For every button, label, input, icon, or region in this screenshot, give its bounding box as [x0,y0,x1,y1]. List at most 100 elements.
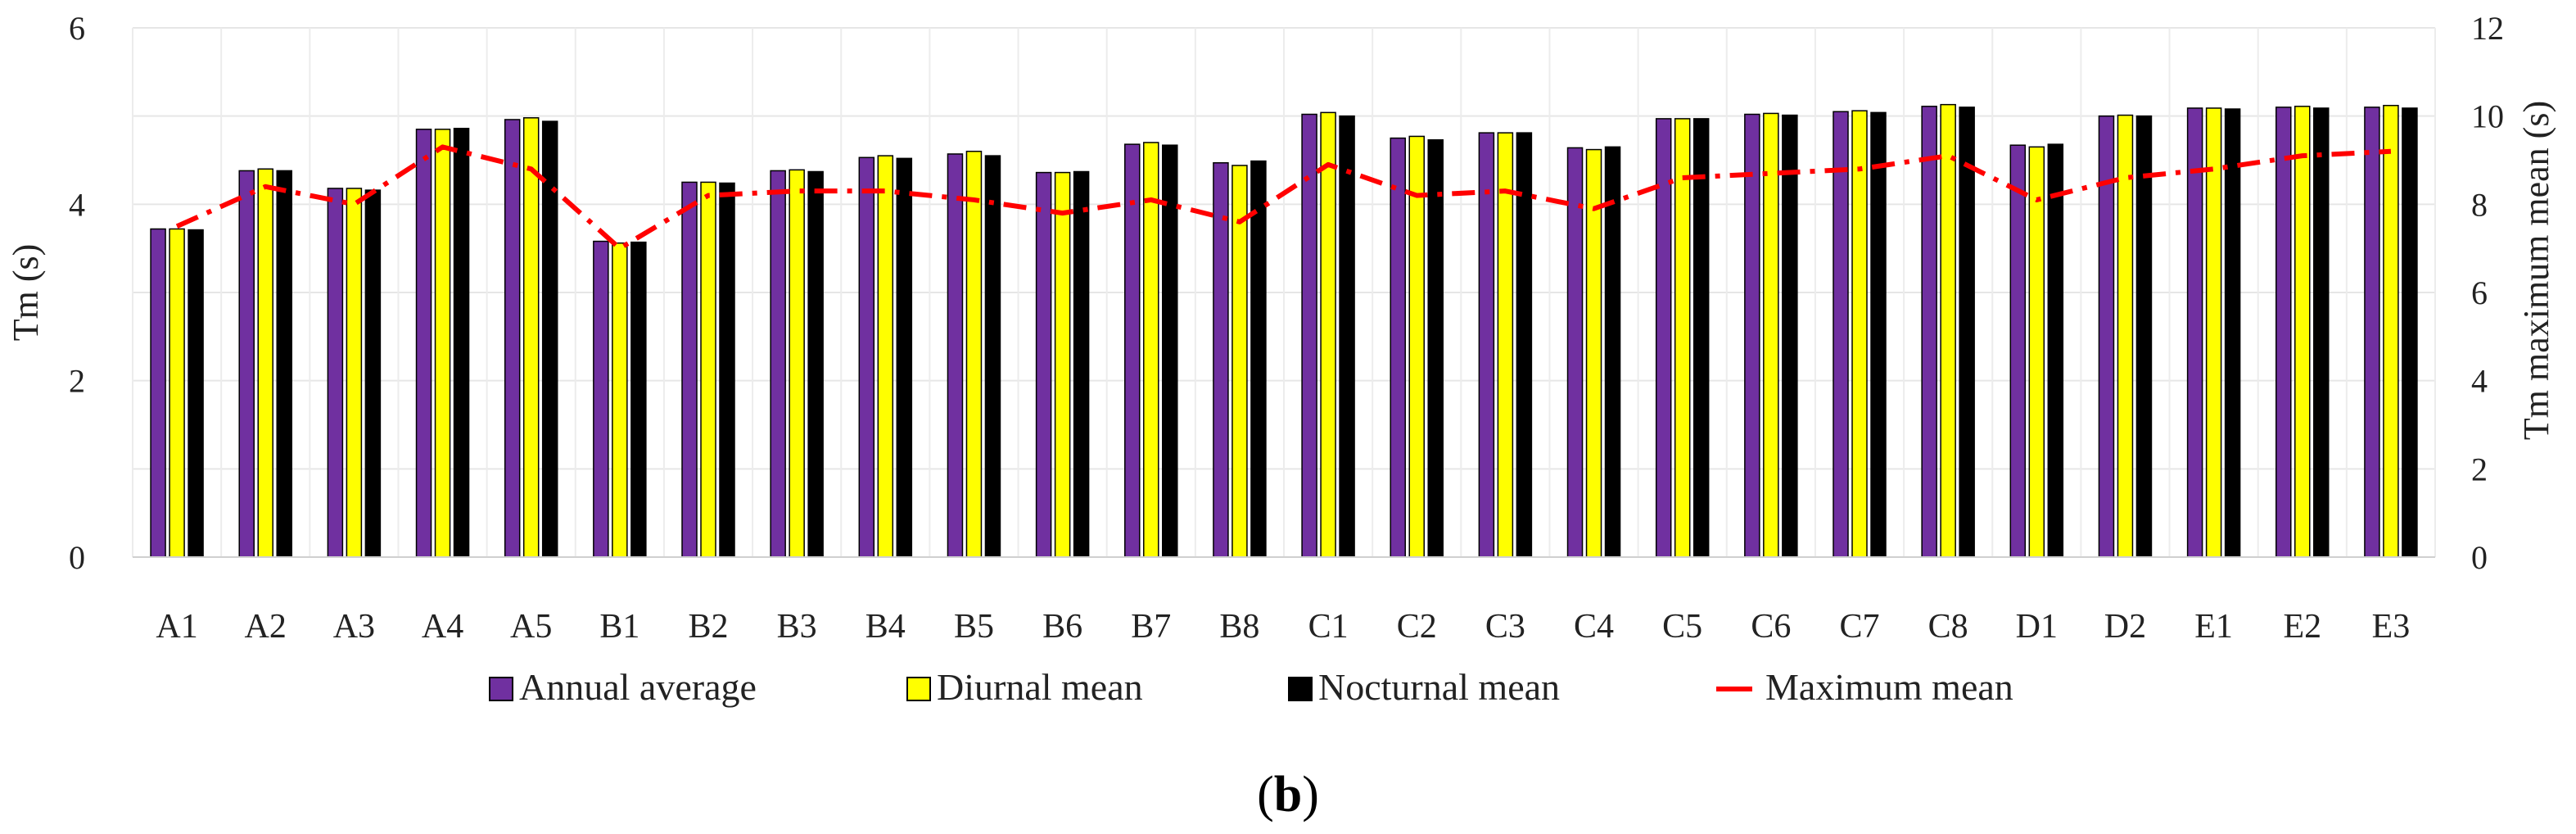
bar-diurnal-mean-C7 [1851,110,1868,558]
bar-diurnal-mean-A3 [346,188,363,558]
y-tick-label: 2 [69,363,85,400]
bar-annual-average-C3 [1478,132,1495,558]
x-tick-label-B4: B4 [865,608,906,646]
bar-diurnal-mean-B6 [1054,171,1071,558]
bar-annual-average-A2 [238,170,255,558]
bar-diurnal-mean-A4 [434,129,451,558]
bar-nocturnal-mean-C5 [1692,118,1710,558]
x-tick-label-E2: E2 [2283,608,2321,646]
bar-annual-average-A3 [327,188,344,558]
bar-annual-average-B7 [1124,143,1141,558]
bar-annual-average-B8 [1213,161,1229,558]
x-tick-label-B5: B5 [954,608,994,646]
gridlines [132,27,2436,558]
bar-nocturnal-mean-A5 [541,120,558,558]
x-tick-label-B7: B7 [1131,608,1171,646]
bar-diurnal-mean-D1 [2028,146,2045,558]
bar-diurnal-mean-C5 [1674,118,1691,558]
legend-label-nocturnal: Nocturnal mean [1318,666,1560,708]
x-tick-label-E1: E1 [2194,608,2233,646]
legend-label-annual: Annual average [519,666,757,708]
bar-annual-average-B3 [770,170,786,558]
bar-nocturnal-mean-A3 [364,189,382,558]
y2-tick-label: 8 [2471,186,2488,223]
bar-nocturnal-mean-D2 [2135,115,2153,558]
x-tick-label-C2: C2 [1397,608,1437,646]
bar-annual-average-B4 [858,156,875,558]
bar-nocturnal-mean-B2 [719,182,735,558]
bar-annual-average-E2 [2275,107,2292,558]
bar-diurnal-mean-A5 [522,117,540,558]
bar-nocturnal-mean-B1 [630,241,647,558]
y-axis-title: Tm (s) [6,244,46,342]
y2-tick-label: 6 [2471,274,2488,311]
bar-nocturnal-mean-C7 [1870,111,1887,558]
bar-annual-average-D1 [2009,144,2027,558]
bar-nocturnal-mean-C1 [1339,115,1355,558]
bar-diurnal-mean-E1 [2205,107,2222,558]
legend-swatch-nocturnal [1288,677,1313,701]
bar-nocturnal-mean-B8 [1250,160,1267,558]
panel-label: (b) [1257,767,1319,823]
legend-label-maximum: Maximum mean [1765,666,2013,708]
line-maximum-mean [175,144,2392,252]
x-tick-label-B6: B6 [1042,608,1082,646]
x-tick-label-C8: C8 [1928,608,1968,646]
x-tick-label-B1: B1 [599,608,639,646]
x-tick-label-A2: A2 [245,608,287,646]
x-tick-label-A4: A4 [422,608,463,646]
bar-annual-average-C6 [1744,113,1760,558]
y2-tick-label: 2 [2471,451,2488,487]
bar-nocturnal-mean-E1 [2224,108,2241,558]
bar-nocturnal-mean-A4 [453,127,470,558]
bar-diurnal-mean-C1 [1320,111,1336,558]
bar-diurnal-mean-D2 [2117,114,2134,558]
bar-annual-average-C2 [1390,137,1406,558]
y-tick-label: 0 [69,539,85,576]
bar-nocturnal-mean-B7 [1162,144,1178,558]
bar-diurnal-mean-C8 [1940,103,1956,558]
bar-nocturnal-mean-D1 [2047,143,2064,558]
bar-annual-average-C8 [1921,106,1937,558]
bar-nocturnal-mean-C8 [1959,107,1975,558]
bar-annual-average-A1 [150,228,166,558]
bar-nocturnal-mean-E2 [2313,107,2330,558]
y-tick-label: 6 [69,10,85,47]
x-tick-label-E3: E3 [2372,608,2411,646]
x-tick-label-A1: A1 [156,608,197,646]
bar-diurnal-mean-B2 [700,181,716,558]
bar-annual-average-B5 [947,153,964,558]
bar-annual-average-C1 [1301,113,1317,558]
x-tick-label-B2: B2 [688,608,728,646]
y2-tick-label: 4 [2471,363,2488,400]
bar-annual-average-B1 [593,240,609,558]
bar-diurnal-mean-B4 [877,155,894,558]
legend-swatch-diurnal [906,677,931,701]
bar-diurnal-mean-E3 [2383,104,2399,558]
bar-nocturnal-mean-C6 [1782,114,1798,558]
bar-nocturnal-mean-E3 [2402,107,2418,558]
y2-tick-label: 12 [2471,10,2504,47]
bar-diurnal-mean-B1 [612,242,628,558]
bar-diurnal-mean-B5 [965,150,983,558]
bar-annual-average-A4 [415,129,432,558]
x-tick-label-D2: D2 [2104,608,2146,646]
bar-nocturnal-mean-C4 [1604,146,1621,558]
bar-diurnal-mean-A1 [169,228,185,558]
bar-diurnal-mean-C6 [1763,112,1779,558]
x-tick-label-D1: D1 [2016,608,2058,646]
bar-annual-average-C4 [1566,147,1584,558]
bar-diurnal-mean-C3 [1497,132,1514,558]
y2-tick-label: 10 [2471,98,2504,135]
axes: 0 2 4 6 0 2 4 6 8 10 12 A1 A2 A3 A4 A5 B1 B2 B3 B4 B5 B6 B7 B8 C… [69,10,2504,646]
x-tick-label-C4: C4 [1574,608,1614,646]
y-tick-label: 4 [69,186,85,223]
bar-diurnal-mean-C2 [1408,135,1425,558]
x-tick-label-C7: C7 [1839,608,1879,646]
bar-diurnal-mean-B3 [789,169,805,558]
bar-nocturnal-mean-A1 [188,229,204,558]
x-tick-label-A3: A3 [333,608,375,646]
bar-annual-average-E3 [2364,107,2380,558]
x-tick-label-C3: C3 [1485,608,1525,646]
